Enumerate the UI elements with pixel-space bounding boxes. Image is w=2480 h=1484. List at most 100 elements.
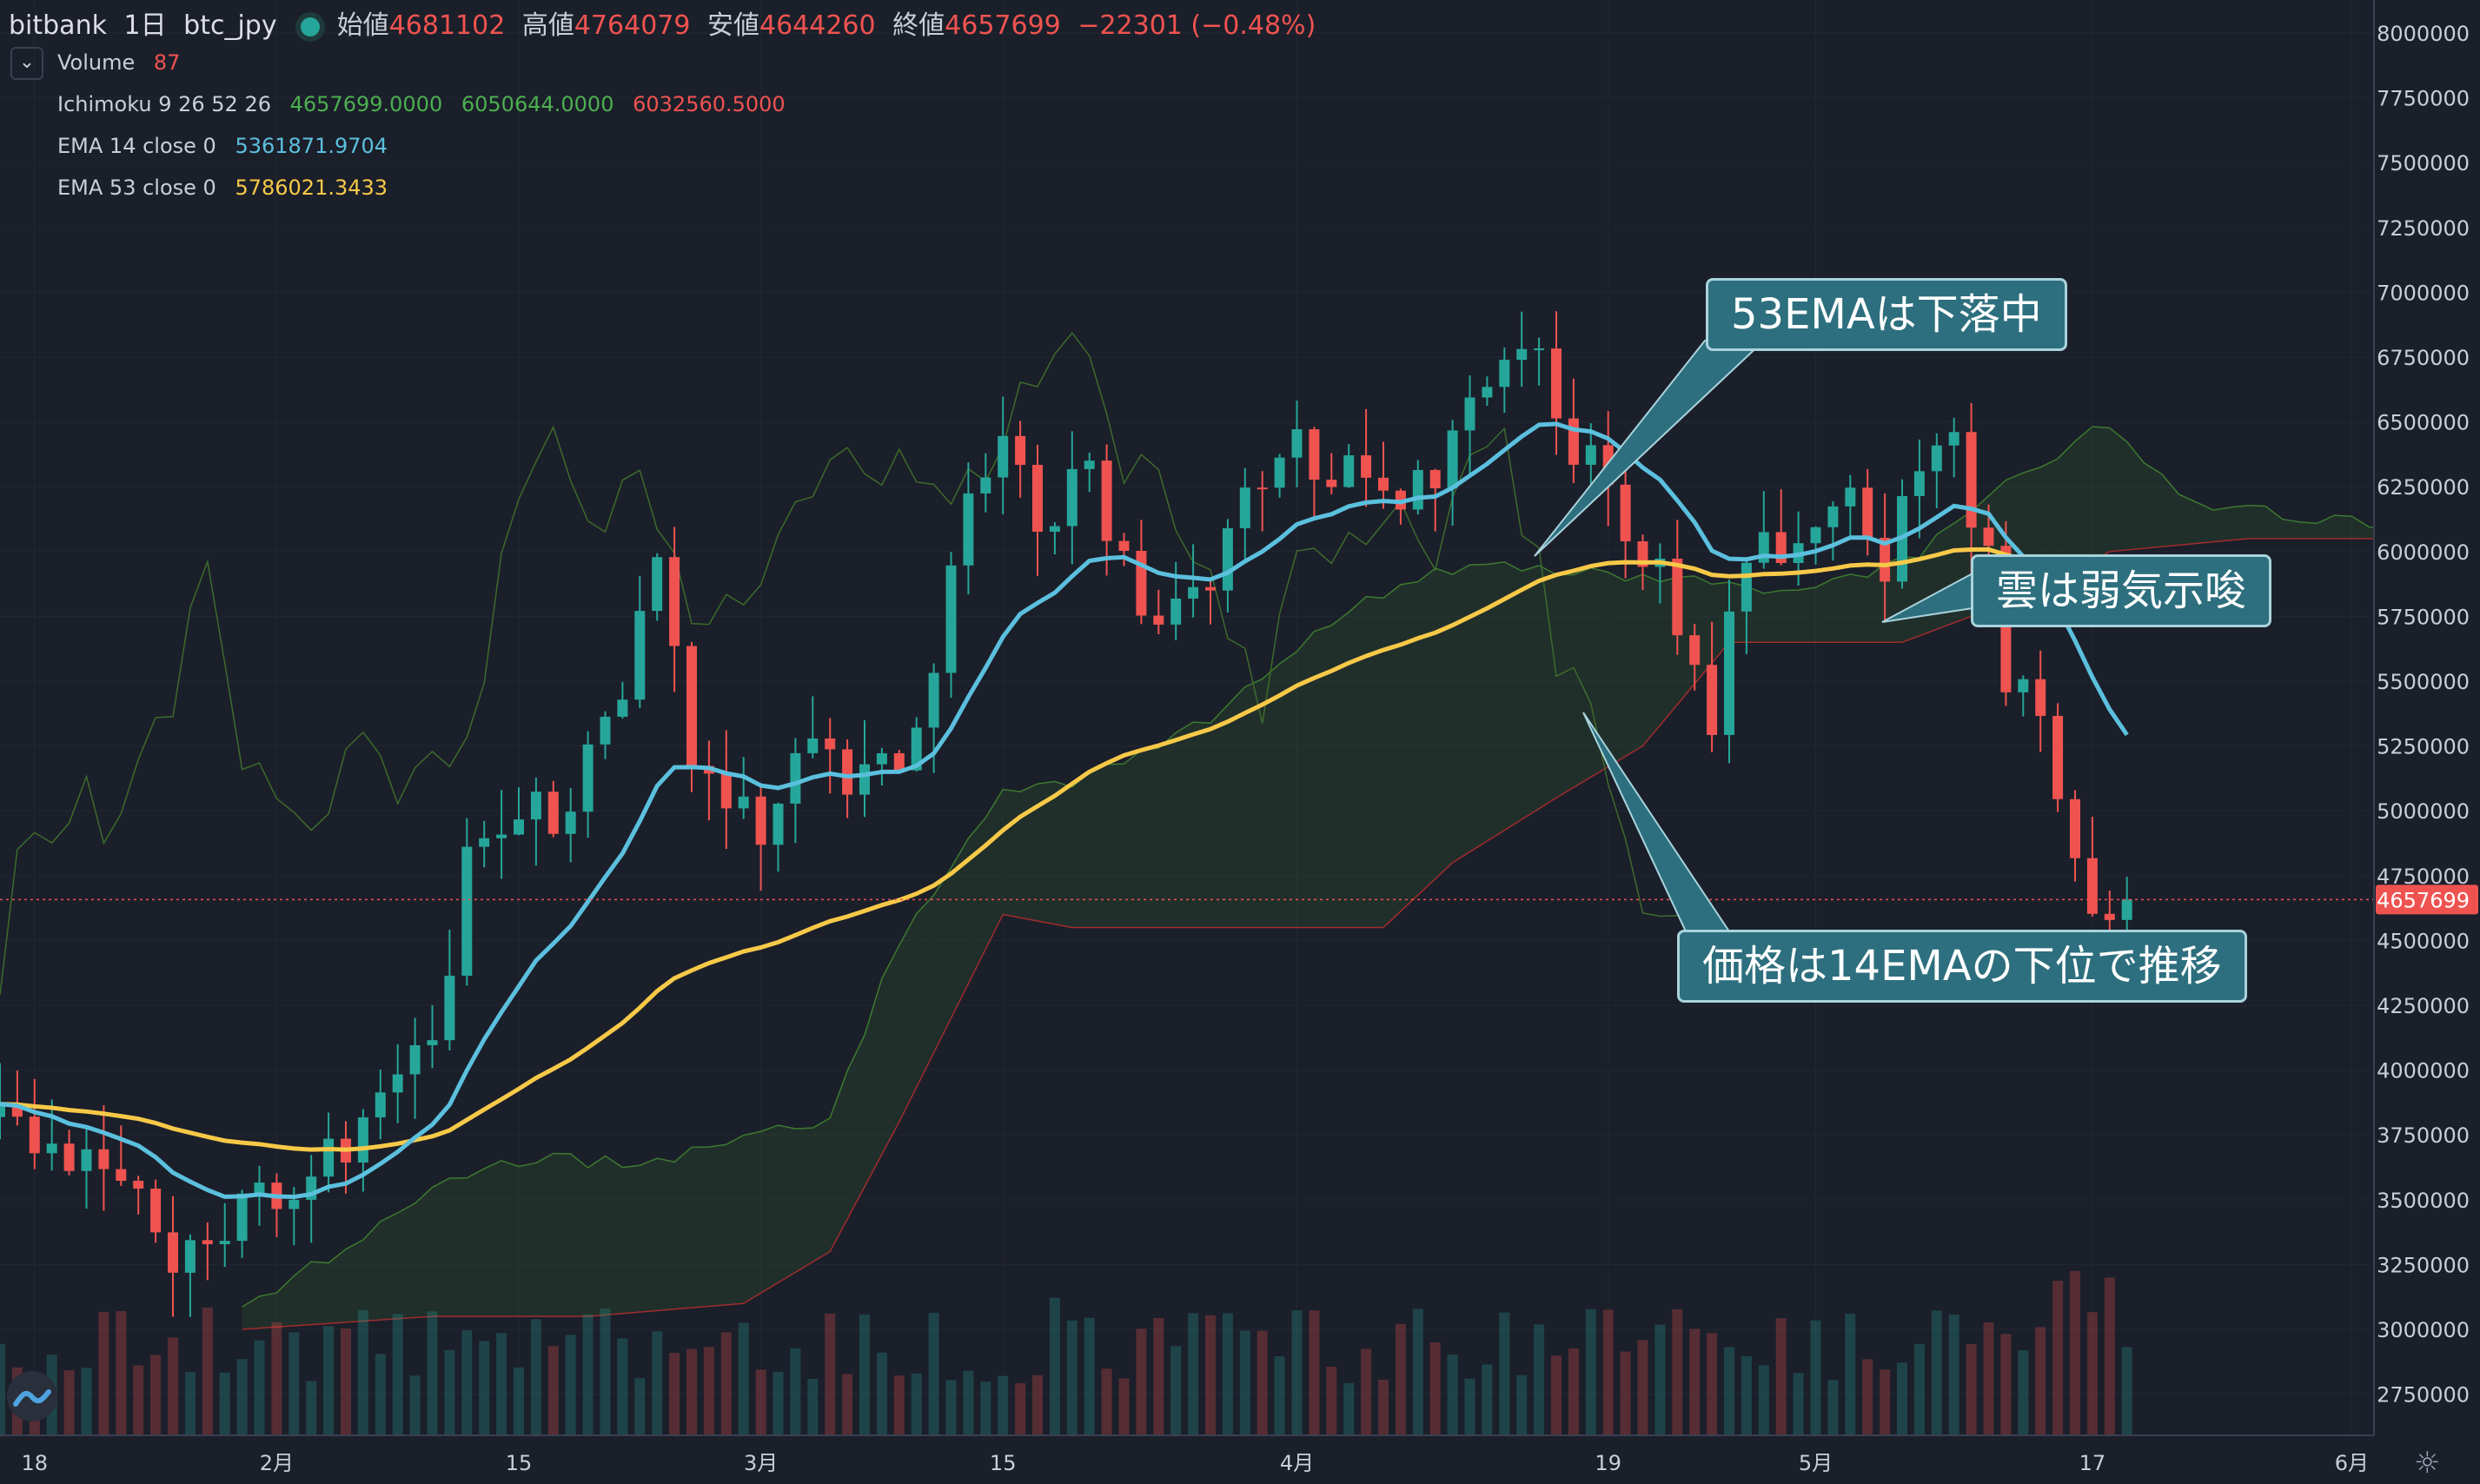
candle-body[interactable] [1482, 387, 1493, 398]
candle-body[interactable] [133, 1181, 144, 1189]
candle-body[interactable] [496, 834, 507, 838]
candle-body[interactable] [2086, 858, 2098, 914]
candle-body[interactable] [168, 1232, 178, 1273]
candle-body[interactable] [738, 796, 749, 809]
candle-body[interactable] [1084, 460, 1095, 469]
candle-body[interactable] [427, 1040, 438, 1046]
candle-body[interactable] [2018, 679, 2029, 692]
candle-body[interactable] [1810, 527, 1821, 544]
symbol-label[interactable]: btc_jpy [183, 10, 277, 41]
candle-body[interactable] [2070, 798, 2080, 858]
candle-body[interactable] [357, 1117, 368, 1163]
candle-body[interactable] [202, 1240, 213, 1244]
candle-body[interactable] [911, 727, 922, 771]
interval-label[interactable]: 1日 [123, 10, 167, 41]
candle-body[interactable] [1724, 611, 1734, 735]
candle-body[interactable] [461, 846, 473, 976]
candle-body[interactable] [392, 1074, 403, 1093]
candle-body[interactable] [2121, 899, 2132, 920]
candle-body[interactable] [1412, 469, 1423, 510]
candle-body[interactable] [1931, 445, 1942, 472]
candle-body[interactable] [1066, 468, 1078, 527]
exchange-label[interactable]: bitbank [9, 10, 107, 41]
candle-body[interactable] [150, 1189, 162, 1233]
candle-body[interactable] [1239, 487, 1250, 528]
candle-body[interactable] [1170, 598, 1182, 625]
candle-body[interactable] [1447, 430, 1458, 489]
candle-body[interactable] [1689, 635, 1701, 666]
candle-body[interactable] [1862, 487, 1873, 538]
candle-body[interactable] [1049, 526, 1060, 532]
candle-body[interactable] [1015, 435, 1026, 466]
candle-body[interactable] [652, 557, 663, 612]
candle-body[interactable] [1118, 540, 1130, 551]
candle-body[interactable] [893, 752, 905, 771]
candle-body[interactable] [1101, 460, 1112, 541]
candle-body[interactable] [1464, 397, 1475, 431]
candle-body[interactable] [219, 1241, 230, 1244]
candle-body[interactable] [29, 1116, 40, 1154]
candle-body[interactable] [1291, 429, 1303, 458]
candle-body[interactable] [773, 803, 784, 845]
candle-body[interactable] [46, 1143, 57, 1154]
candle-body[interactable] [755, 796, 766, 845]
candle-body[interactable] [1948, 432, 1959, 446]
candle-body[interactable] [2104, 913, 2115, 920]
candle-body[interactable] [582, 744, 593, 812]
candle-body[interactable] [1343, 455, 1355, 487]
candle-body[interactable] [254, 1183, 265, 1194]
candle-body[interactable] [1516, 348, 1528, 361]
candle-body[interactable] [1827, 506, 1839, 527]
candle-body[interactable] [720, 773, 732, 809]
candle-body[interactable] [945, 565, 957, 673]
indicator-ema53[interactable]: EMA 53 close 0 5786021.3433 [57, 176, 400, 200]
candle-body[interactable] [1326, 480, 1337, 487]
candle-body[interactable] [1880, 537, 1891, 582]
candle-body[interactable] [1707, 665, 1718, 735]
candle-body[interactable] [1257, 487, 1268, 490]
candle-body[interactable] [288, 1199, 300, 1209]
candle-body[interactable] [81, 1149, 92, 1171]
candle-body[interactable] [928, 672, 939, 728]
candle-body[interactable] [998, 435, 1009, 478]
candle-body[interactable] [1585, 445, 1596, 465]
candle-body[interactable] [1188, 586, 1199, 599]
candle-body[interactable] [842, 749, 853, 795]
candle-body[interactable] [669, 557, 680, 646]
indicator-volume[interactable]: Volume 87 [57, 50, 192, 75]
candle-body[interactable] [1136, 550, 1147, 616]
candle-body[interactable] [1983, 527, 1994, 547]
candle-body[interactable] [1966, 432, 1977, 528]
candle-body[interactable] [184, 1240, 196, 1273]
candle-body[interactable] [859, 764, 870, 795]
candle-body[interactable] [1309, 429, 1320, 480]
candle-body[interactable] [825, 738, 836, 750]
candle-body[interactable] [1222, 527, 1233, 591]
candle-body[interactable] [1845, 487, 1856, 507]
candle-body[interactable] [1568, 418, 1579, 465]
candle-body[interactable] [634, 611, 646, 700]
candle-body[interactable] [1499, 360, 1510, 388]
candle-body[interactable] [1153, 615, 1164, 625]
candle-body[interactable] [1620, 484, 1631, 541]
indicator-ema14[interactable]: EMA 14 close 0 5361871.9704 [57, 134, 400, 158]
candle-body[interactable] [980, 477, 991, 494]
candle-body[interactable] [1534, 348, 1545, 351]
candle-body[interactable] [514, 819, 524, 835]
candle-body[interactable] [1672, 558, 1683, 636]
candle-body[interactable] [565, 812, 576, 834]
candle-body[interactable] [0, 1103, 5, 1117]
tradingview-logo-icon[interactable] [7, 1371, 57, 1421]
candle-body[interactable] [116, 1169, 127, 1182]
candle-body[interactable] [2052, 715, 2064, 799]
candle-body[interactable] [2035, 679, 2046, 716]
candle-body[interactable] [1378, 477, 1389, 491]
candle-body[interactable] [876, 752, 887, 765]
candle-body[interactable] [63, 1143, 75, 1171]
candle-body[interactable] [236, 1193, 248, 1242]
candle-body[interactable] [790, 752, 801, 804]
candle-body[interactable] [1032, 465, 1043, 532]
candle-body[interactable] [686, 646, 697, 766]
candle-body[interactable] [375, 1092, 386, 1118]
